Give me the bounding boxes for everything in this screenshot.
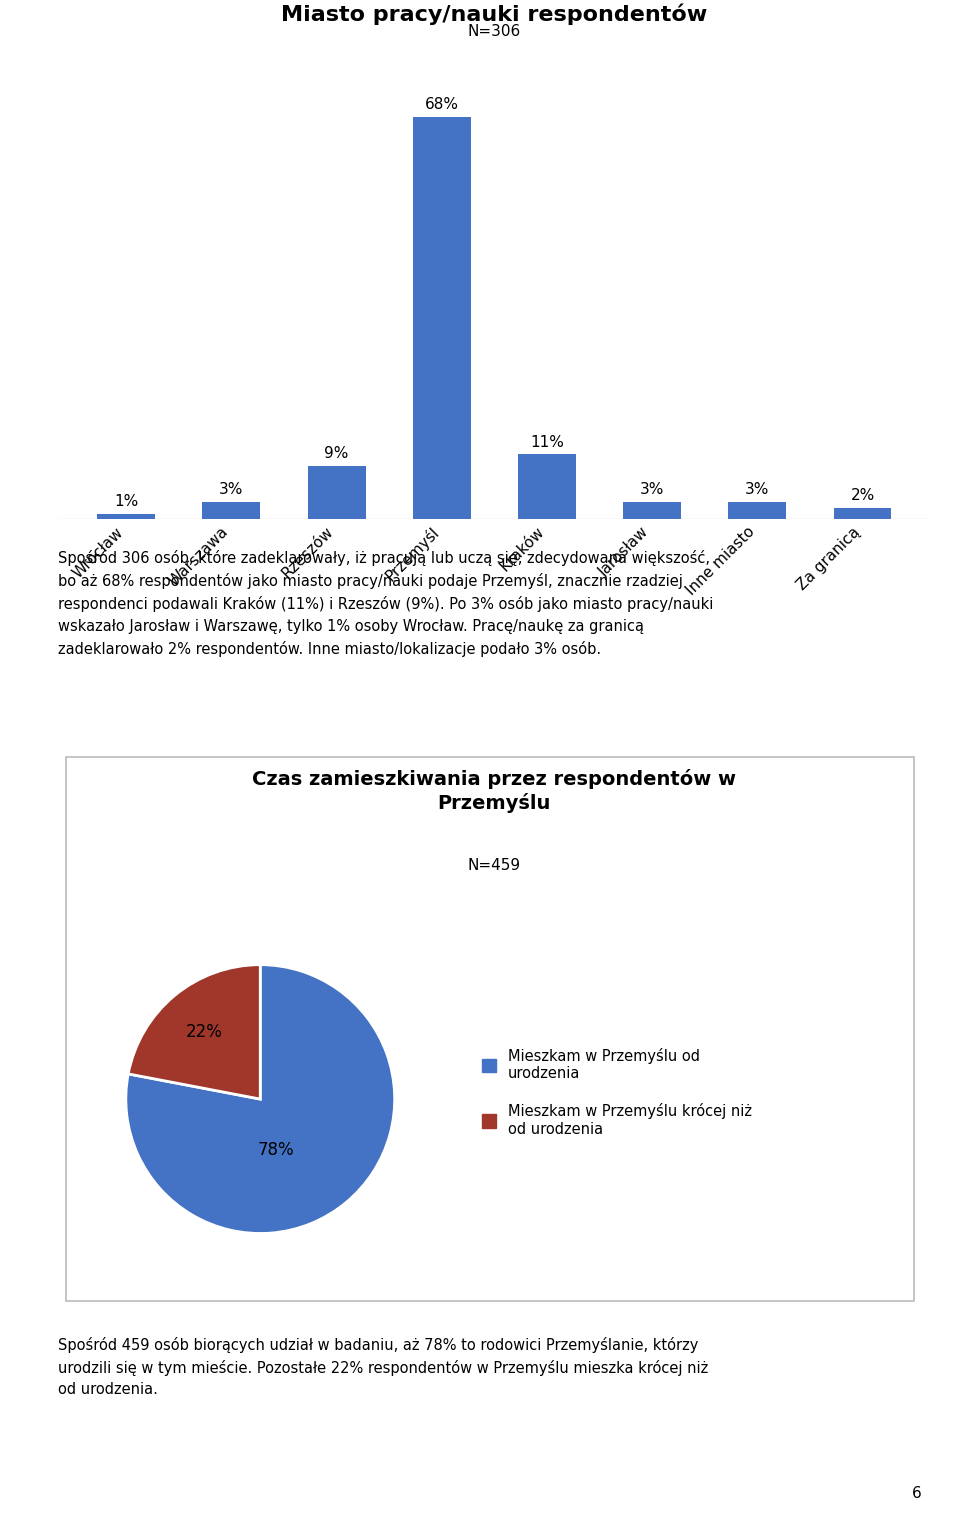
Text: 22%: 22%	[185, 1022, 222, 1041]
Wedge shape	[129, 965, 260, 1100]
Legend: Mieszkam w Przemyślu od
urodzenia, Mieszkam w Przemyślu krócej niż
od urodzenia: Mieszkam w Przemyślu od urodzenia, Miesz…	[476, 1042, 757, 1142]
Text: N=459: N=459	[468, 858, 521, 873]
Bar	[518, 454, 576, 519]
Bar	[308, 466, 366, 519]
Text: 11%: 11%	[530, 434, 564, 450]
Text: 6: 6	[912, 1486, 922, 1501]
Text: N=306: N=306	[468, 24, 521, 39]
Text: 78%: 78%	[258, 1141, 295, 1159]
Text: 3%: 3%	[745, 482, 770, 497]
Text: Spośród 306 osób, które zadeklarowały, iż pracują lub uczą się, zdecydowana więk: Spośród 306 osób, które zadeklarowały, i…	[58, 550, 713, 658]
Wedge shape	[126, 965, 395, 1233]
Bar	[203, 501, 260, 519]
Text: 3%: 3%	[219, 482, 244, 497]
Text: 9%: 9%	[324, 447, 348, 462]
Text: 2%: 2%	[851, 488, 875, 503]
Bar	[833, 507, 892, 519]
Title: Miasto pracy/nauki respondentów: Miasto pracy/nauki respondentów	[281, 3, 708, 24]
FancyBboxPatch shape	[66, 758, 914, 1300]
Text: Spośród 459 osób biorących udział w badaniu, aż 78% to rodowici Przemyślanie, kt: Spośród 459 osób biorących udział w bada…	[58, 1337, 708, 1397]
Text: 68%: 68%	[425, 97, 459, 112]
Text: Czas zamieszkiwania przez respondentów w
Przemyślu: Czas zamieszkiwania przez respondentów w…	[252, 769, 736, 814]
Bar	[623, 501, 681, 519]
Text: 1%: 1%	[114, 494, 138, 509]
Bar	[97, 513, 156, 519]
Bar	[729, 501, 786, 519]
Text: 3%: 3%	[640, 482, 664, 497]
Bar	[413, 117, 470, 519]
